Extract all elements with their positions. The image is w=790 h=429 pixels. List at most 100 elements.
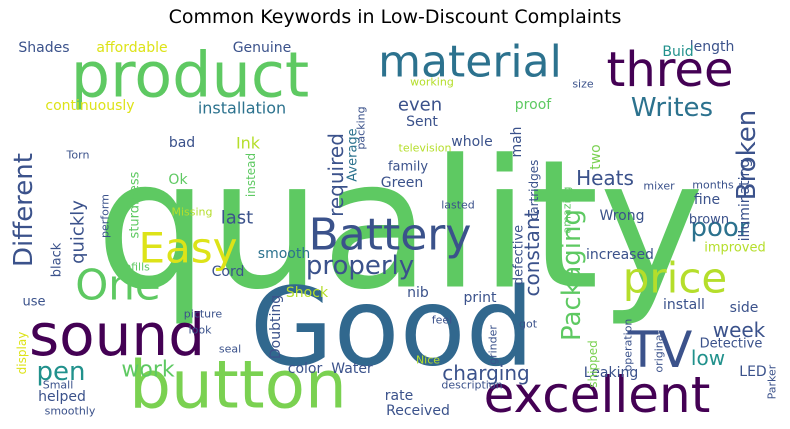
word-months: months [692,179,734,192]
word-smooth: smooth [258,246,310,262]
word-water: Water [331,361,373,377]
word-operation: operation [622,319,635,372]
chart-title: Common Keywords in Low-Discount Complain… [168,6,622,28]
word-constant: constant [520,209,544,296]
word-original: original [653,331,666,372]
word-two: two [588,144,604,170]
word-feel: feel [432,314,452,327]
word-poor: poor [690,213,749,243]
word-led: LED [739,364,766,380]
word-shades: Shades [18,40,69,56]
word-excellent: excellent [484,366,711,424]
word-print: print [464,290,497,306]
word-install: install [663,297,705,313]
word-charging: charging [442,361,529,385]
word-ok: Ok [168,172,188,188]
word-packing: packing [355,106,368,149]
word-display: display [15,332,29,375]
word-side: side [730,300,759,316]
word-quickly: quickly [68,200,89,264]
word-picture: picture [184,308,223,321]
word-television: television [399,142,452,155]
word-increased: increased [586,247,654,263]
word-received: Received [386,403,450,419]
word-shock: Shock [286,285,329,301]
word-instead: instead [244,153,258,197]
word-heats: Heats [576,166,634,190]
word-leaking: Leaking [584,365,639,381]
word-smoothly: smoothly [45,405,96,418]
word-continuously: continuously [45,98,134,114]
word-battery: Battery [309,210,472,261]
word-price: price [623,254,728,303]
word-last: last [221,208,253,229]
word-whole: whole [451,134,492,150]
word-week: week [713,318,766,342]
word-green: Green [381,175,423,191]
word-low: low [691,346,725,370]
word-properly: properly [306,251,414,281]
word-three: three [607,42,734,98]
word-illuminating: illuminating [737,159,753,242]
word-product: product [71,39,309,112]
word-mah: mah [509,126,525,157]
word-writes: Writes [631,93,713,123]
word-button: button [129,347,347,424]
word-missing: Missing [171,206,212,219]
word-size: size [572,78,594,91]
word-cartridges: cartridges [527,160,541,221]
word-black: black [50,242,65,277]
word-refills: refills [120,261,150,274]
word-mixer: mixer [643,180,675,193]
word-even: even [398,95,442,116]
word-broken: Broken [732,110,762,200]
word-color: color [288,361,323,377]
word-nice: Nice [416,354,440,367]
word-defective: defective [512,225,527,285]
word-fine: fine [694,192,720,208]
word-amazing: amazing [561,187,574,234]
word-family: family [388,160,428,175]
word-working: working [410,76,454,89]
word-seal: seal [219,343,241,356]
word-different: Different [9,153,39,267]
word-sound: sound [29,301,205,369]
word-lasted: lasted [441,199,475,212]
word-tv: TV [627,321,693,379]
word-use: use [22,295,45,310]
word-average: Average [346,128,361,181]
word-sent: Sent [406,114,438,130]
word-detective: Detective [700,337,763,352]
word-look: look [189,324,213,337]
word-genuine: Genuine [233,40,292,56]
word-length: length [690,39,735,55]
word-perform: perform [99,194,112,238]
word-pen: pen [37,357,86,387]
word-brown: brown [689,213,729,228]
word-parker: Parker [766,364,779,399]
word-affordable: affordable [96,40,167,56]
word-got: got [519,318,538,331]
word-proof: proof [515,97,552,113]
word-installation: installation [198,99,286,118]
word-nib: nib [407,285,429,301]
word-packaging: Packaging [557,209,587,341]
word-helped: helped [38,389,86,405]
word-doubting: Doubting [268,295,284,359]
word-description: description [441,379,502,392]
word-one: One [75,261,161,310]
word-grinder: grinder [487,325,500,365]
word-wrong: Wrong [600,208,645,224]
word-shipped: shipped [586,340,600,387]
word-good: Good [250,266,534,391]
word-torn: Torn [66,149,90,162]
word-quality: quality [96,122,705,329]
word-ink: Ink [236,134,261,153]
word-small: Small [43,379,74,392]
word-cord: Cord [212,264,245,280]
word-buid: Buid [662,44,693,60]
word-work: work [121,358,174,383]
word-required: required [324,133,348,217]
word-improved: improved [704,241,765,256]
